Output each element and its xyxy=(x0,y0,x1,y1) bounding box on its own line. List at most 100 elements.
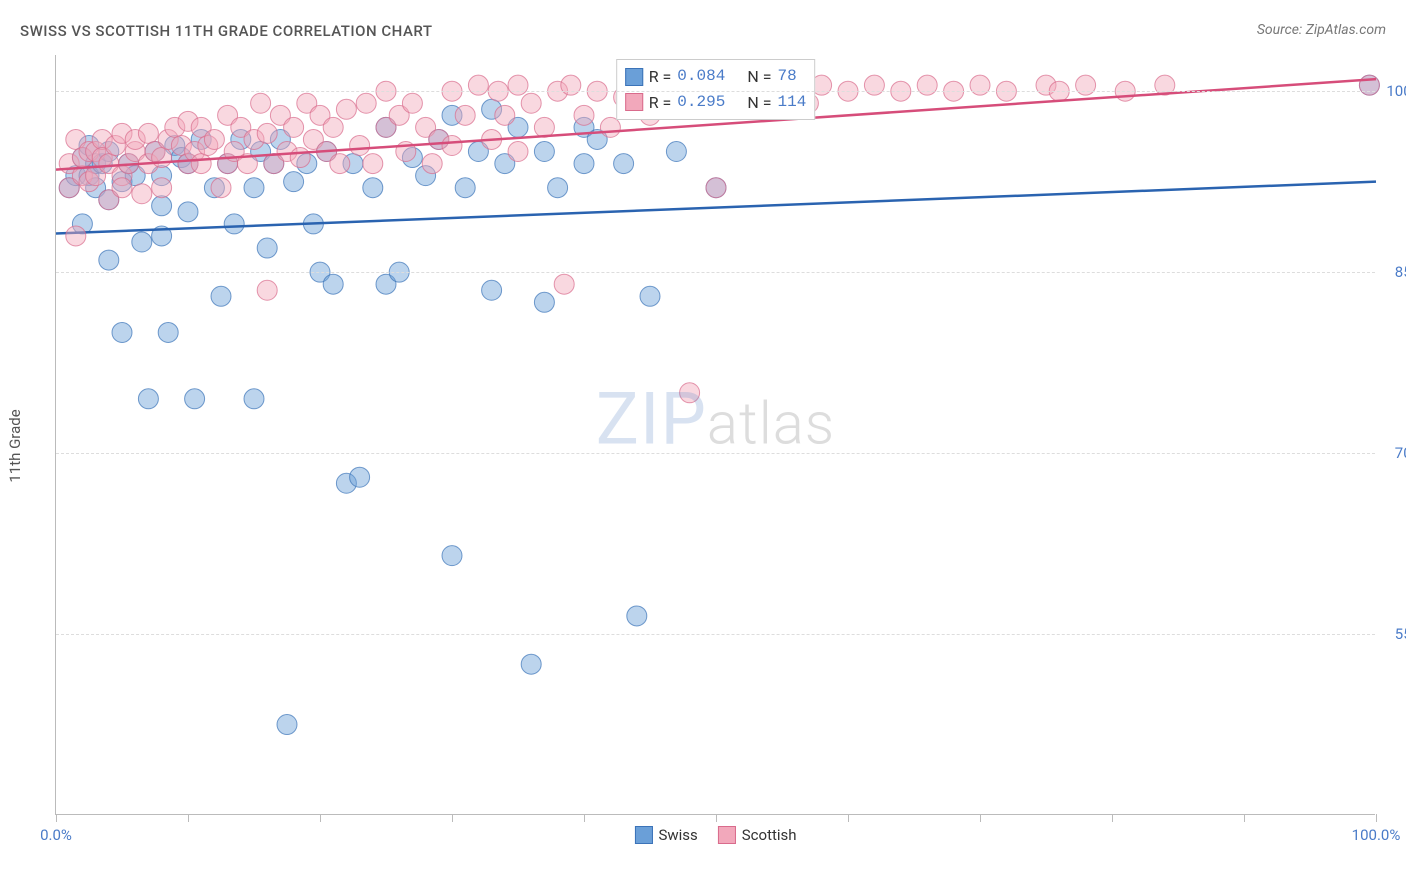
gridline xyxy=(56,634,1375,635)
data-point xyxy=(277,715,297,735)
data-point xyxy=(521,654,541,674)
data-point xyxy=(99,250,119,270)
x-tick xyxy=(848,814,849,822)
data-point xyxy=(548,178,568,198)
data-point xyxy=(495,105,515,125)
y-tick-label: 85.0% xyxy=(1395,263,1406,281)
data-point xyxy=(627,606,647,626)
legend-n-label: N = xyxy=(747,90,771,116)
data-point xyxy=(158,322,178,342)
chart-container: SWISS VS SCOTTISH 11TH GRADE CORRELATION… xyxy=(0,0,1406,892)
x-tick xyxy=(980,814,981,822)
x-tick xyxy=(1376,814,1377,822)
data-point xyxy=(534,292,554,312)
x-tick xyxy=(1112,814,1113,822)
legend-swatch xyxy=(634,826,652,844)
legend-n-value: 78 xyxy=(777,64,796,90)
data-point xyxy=(508,142,528,162)
legend-r-value: 0.295 xyxy=(677,90,725,116)
data-point xyxy=(132,232,152,252)
data-point xyxy=(574,154,594,174)
legend-series-name: Swiss xyxy=(658,826,697,844)
gridline xyxy=(56,91,1375,92)
data-point xyxy=(706,178,726,198)
data-point xyxy=(152,148,172,168)
data-point xyxy=(482,280,502,300)
data-point xyxy=(640,286,660,306)
plot-area: ZIPatlas R = 0.084N = 78R = 0.295N = 114… xyxy=(55,55,1375,815)
legend-r-value: 0.084 xyxy=(677,64,725,90)
data-point xyxy=(257,123,277,143)
data-point xyxy=(257,280,277,300)
x-tick xyxy=(320,814,321,822)
gridline xyxy=(56,272,1375,273)
legend-swatch xyxy=(625,93,643,111)
data-point xyxy=(244,178,264,198)
legend-swatch xyxy=(625,68,643,86)
data-point xyxy=(336,99,356,119)
data-point xyxy=(442,135,462,155)
data-point xyxy=(152,178,172,198)
data-point xyxy=(284,117,304,137)
data-point xyxy=(211,286,231,306)
data-point xyxy=(191,154,211,174)
data-point xyxy=(680,383,700,403)
data-point xyxy=(350,467,370,487)
legend-r-label: R = xyxy=(649,90,672,116)
y-tick-label: 55.0% xyxy=(1395,625,1406,643)
legend-r-label: R = xyxy=(649,64,672,90)
data-point xyxy=(138,123,158,143)
data-point xyxy=(257,238,277,258)
legend-stats-row: R = 0.295N = 114 xyxy=(625,90,807,116)
x-tick-label: 0.0% xyxy=(40,826,72,844)
data-point xyxy=(330,154,350,174)
legend-n-label: N = xyxy=(747,64,771,90)
data-point xyxy=(422,154,442,174)
data-point xyxy=(178,202,198,222)
legend-swatch xyxy=(718,826,736,844)
data-point xyxy=(554,274,574,294)
data-point xyxy=(600,117,620,137)
data-point xyxy=(574,105,594,125)
data-point xyxy=(455,105,475,125)
data-point xyxy=(66,226,86,246)
data-point xyxy=(323,274,343,294)
legend-stats-row: R = 0.084 N = 78 xyxy=(625,64,807,90)
data-point xyxy=(112,322,132,342)
gridline xyxy=(56,453,1375,454)
data-point xyxy=(614,154,634,174)
data-point xyxy=(363,154,383,174)
x-tick xyxy=(188,814,189,822)
chart-title: SWISS VS SCOTTISH 11TH GRADE CORRELATION… xyxy=(20,22,432,40)
y-tick-label: 70.0% xyxy=(1395,444,1406,462)
data-point xyxy=(356,93,376,113)
data-point xyxy=(534,117,554,137)
data-point xyxy=(534,142,554,162)
data-point xyxy=(284,172,304,192)
data-point xyxy=(666,142,686,162)
data-point xyxy=(350,135,370,155)
legend-stats-box: R = 0.084N = 78R = 0.295N = 114 xyxy=(616,59,816,120)
x-tick xyxy=(1244,814,1245,822)
data-point xyxy=(224,214,244,234)
data-point xyxy=(402,93,422,113)
data-point xyxy=(521,93,541,113)
data-point xyxy=(185,389,205,409)
x-tick xyxy=(584,814,585,822)
data-point xyxy=(290,148,310,168)
data-point xyxy=(204,129,224,149)
x-tick xyxy=(716,814,717,822)
data-point xyxy=(323,117,343,137)
data-point xyxy=(363,178,383,198)
y-axis-label: 11th Grade xyxy=(6,409,24,482)
data-point xyxy=(138,389,158,409)
legend-item: Scottish xyxy=(718,826,797,844)
legend-item: Swiss xyxy=(634,826,697,844)
data-point xyxy=(244,389,264,409)
data-point xyxy=(251,93,271,113)
x-tick xyxy=(56,814,57,822)
data-point xyxy=(211,178,231,198)
y-tick-label: 100.0% xyxy=(1386,82,1406,100)
data-point xyxy=(112,178,132,198)
legend-bottom: Swiss Scottish xyxy=(634,826,796,844)
